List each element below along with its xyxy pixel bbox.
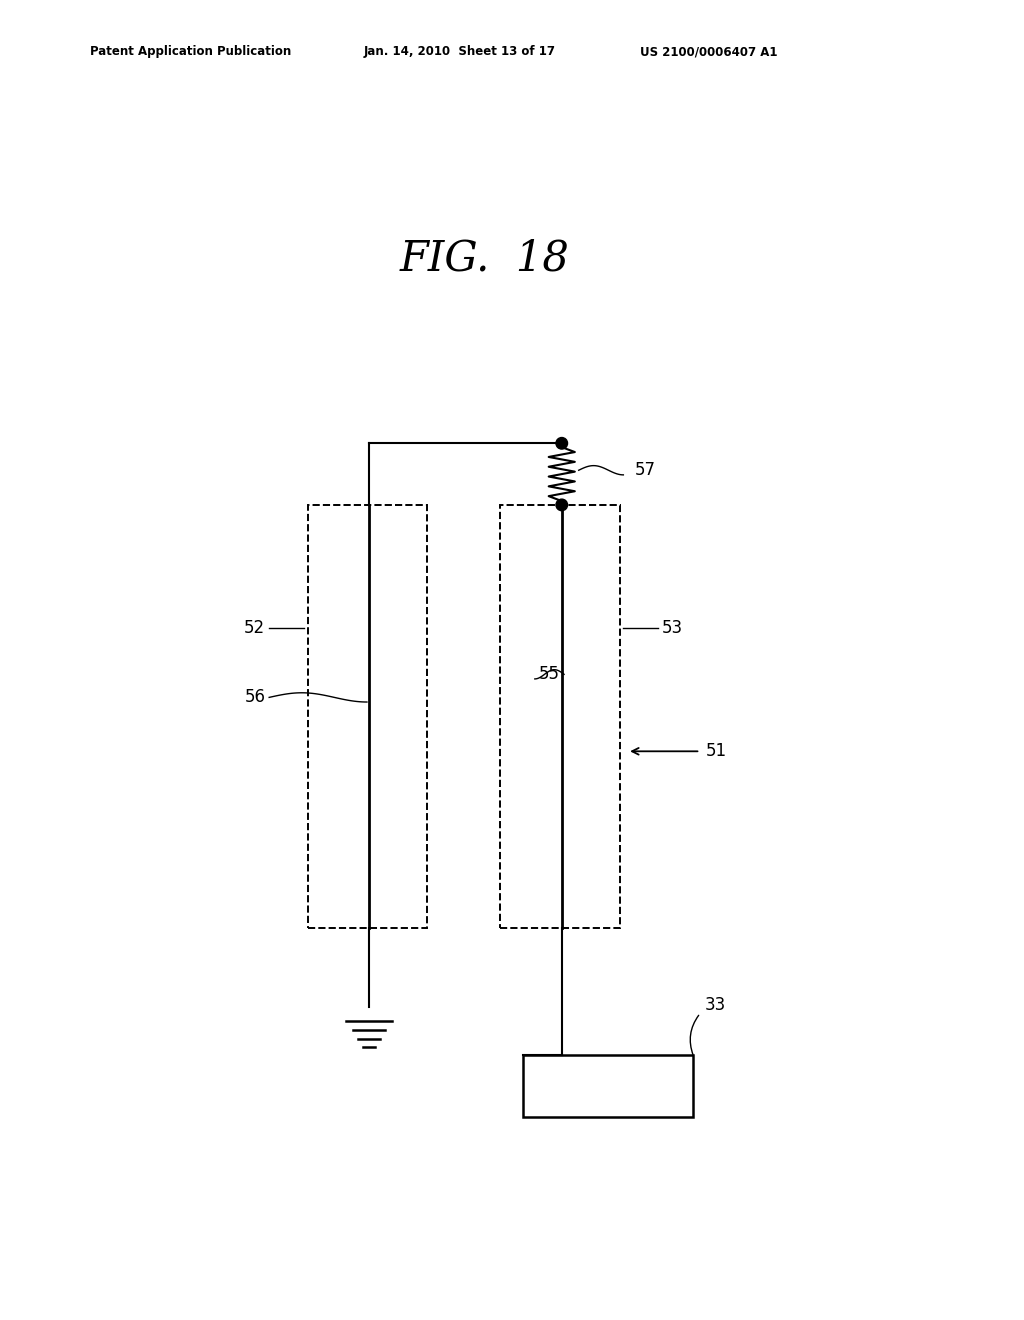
Text: FIG.  18: FIG. 18: [399, 238, 569, 280]
Text: 56: 56: [245, 689, 265, 706]
Text: Patent Application Publication: Patent Application Publication: [90, 45, 292, 58]
Text: 53: 53: [662, 619, 683, 638]
Circle shape: [556, 437, 567, 449]
Circle shape: [556, 499, 567, 511]
Text: 52: 52: [244, 619, 265, 638]
Text: 55: 55: [539, 665, 560, 684]
Text: 51: 51: [706, 742, 727, 760]
Text: US 2100/0006407 A1: US 2100/0006407 A1: [640, 45, 777, 58]
Text: 57: 57: [635, 461, 656, 479]
Text: Jan. 14, 2010  Sheet 13 of 17: Jan. 14, 2010 Sheet 13 of 17: [364, 45, 555, 58]
Text: 33: 33: [705, 997, 725, 1014]
